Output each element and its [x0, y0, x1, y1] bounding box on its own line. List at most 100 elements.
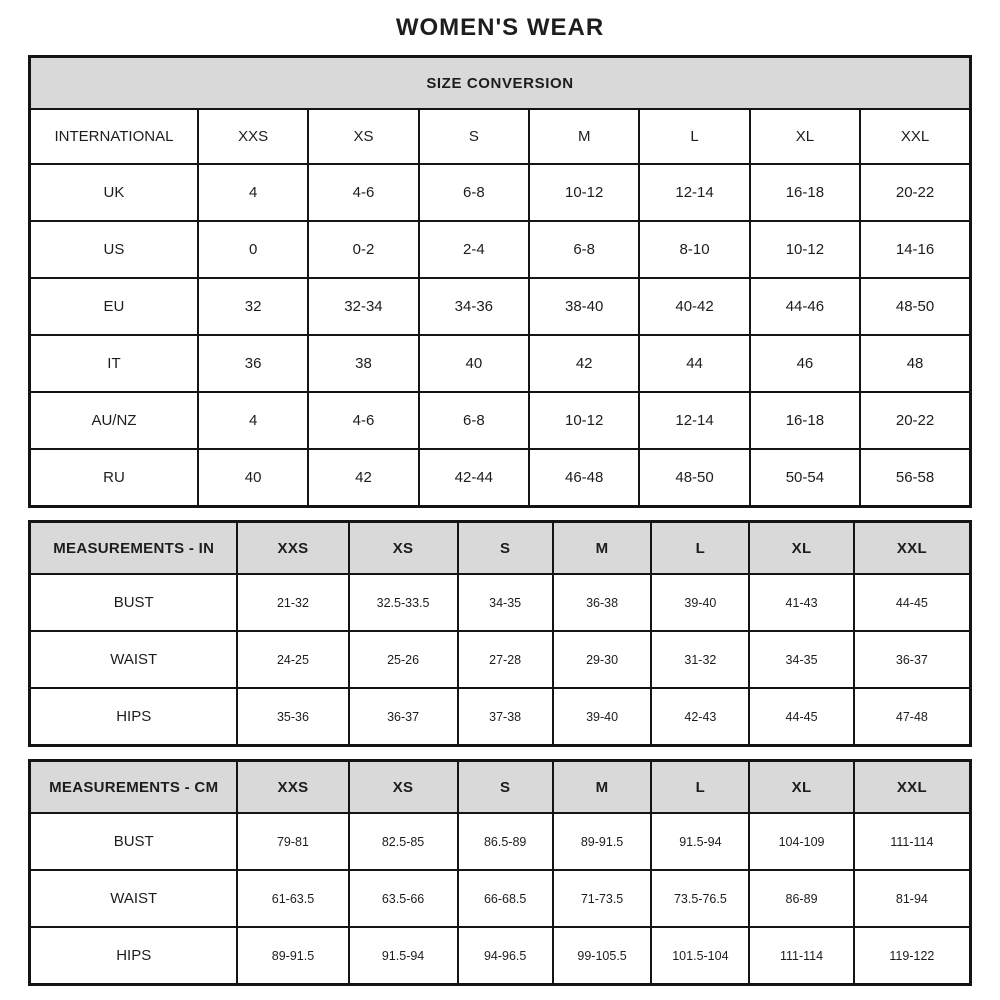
column-header-xxl: XXL: [852, 520, 972, 575]
column-header-xs: XS: [307, 108, 420, 165]
table-row: WAIST 61-63.5 63.5-66 66-68.5 71-73.5 73…: [28, 869, 972, 928]
size-value-cell: 4: [196, 163, 310, 222]
table-spacer: [28, 508, 972, 520]
measurement-value-cell: 94-96.5: [456, 926, 554, 986]
column-header-s: S: [417, 108, 531, 165]
column-header-row: MEASUREMENTS - IN XXS XS S M L XL XXL: [28, 520, 972, 575]
column-header-xxl: XXL: [859, 108, 972, 165]
size-value-cell: 12-14: [638, 163, 751, 222]
size-value-cell: 20-22: [859, 391, 972, 450]
measurement-value-cell: 101.5-104: [650, 926, 751, 986]
measurement-value-cell: 24-25: [236, 630, 350, 689]
size-value-cell: 2-4: [417, 220, 531, 279]
measurement-value-cell: 36-38: [551, 573, 653, 632]
measurement-value-cell: 86-89: [748, 869, 855, 928]
measurement-value-cell: 42-43: [650, 687, 751, 747]
column-header-xxs: XXS: [236, 759, 350, 814]
measurement-value-cell: 104-109: [748, 812, 855, 871]
size-value-cell: 32-34: [307, 277, 420, 336]
measurement-value-cell: 35-36: [236, 687, 350, 747]
table-row: BUST 79-81 82.5-85 86.5-89 89-91.5 91.5-…: [28, 812, 972, 871]
table-spacer: [28, 747, 972, 759]
measurement-value-cell: 89-91.5: [236, 926, 350, 986]
size-value-cell: 0: [196, 220, 310, 279]
table-row: AU/NZ 4 4-6 6-8 10-12 12-14 16-18 20-22: [28, 391, 972, 450]
column-header-s: S: [456, 520, 554, 575]
measurement-value-cell: 99-105.5: [551, 926, 653, 986]
size-value-cell: 32: [196, 277, 310, 336]
row-label-waist: WAIST: [28, 630, 239, 689]
size-value-cell: 44: [638, 334, 751, 393]
column-header-xl: XL: [748, 520, 855, 575]
measurement-value-cell: 39-40: [551, 687, 653, 747]
size-value-cell: 40: [417, 334, 531, 393]
size-value-cell: 6-8: [528, 220, 641, 279]
column-header-l: L: [638, 108, 751, 165]
size-value-cell: 48-50: [638, 448, 751, 508]
size-value-cell: 10-12: [528, 163, 641, 222]
measurement-value-cell: 39-40: [650, 573, 751, 632]
size-value-cell: 16-18: [748, 163, 862, 222]
measurement-value-cell: 25-26: [347, 630, 459, 689]
size-value-cell: 10-12: [748, 220, 862, 279]
measurements-cm-header: MEASUREMENTS - CM: [28, 759, 239, 814]
column-header-row: INTERNATIONAL XXS XS S M L XL XXL: [28, 108, 972, 165]
measurement-value-cell: 111-114: [748, 926, 855, 986]
size-value-cell: 16-18: [748, 391, 862, 450]
measurement-value-cell: 44-45: [852, 573, 972, 632]
page-title: WOMEN'S WEAR: [395, 14, 605, 41]
column-header-m: M: [551, 520, 653, 575]
column-header-xl: XL: [748, 108, 862, 165]
size-value-cell: 4: [196, 391, 310, 450]
size-value-cell: 8-10: [638, 220, 751, 279]
row-label-eu: EU: [28, 277, 199, 336]
row-label-uk: UK: [28, 163, 199, 222]
table-row: IT 36 38 40 42 44 46 48: [28, 334, 972, 393]
measurement-value-cell: 81-94: [852, 869, 972, 928]
size-value-cell: 12-14: [638, 391, 751, 450]
size-value-cell: 48-50: [859, 277, 972, 336]
row-label-bust: BUST: [28, 812, 239, 871]
measurement-value-cell: 86.5-89: [456, 812, 554, 871]
measurement-value-cell: 41-43: [748, 573, 855, 632]
measurement-value-cell: 31-32: [650, 630, 751, 689]
size-value-cell: 48: [859, 334, 972, 393]
column-header-xxs: XXS: [196, 108, 310, 165]
measurement-value-cell: 32.5-33.5: [347, 573, 459, 632]
size-value-cell: 34-36: [417, 277, 531, 336]
table-row: HIPS 35-36 36-37 37-38 39-40 42-43 44-45…: [28, 687, 972, 747]
measurement-value-cell: 27-28: [456, 630, 554, 689]
size-value-cell: 40: [196, 448, 310, 508]
measurement-value-cell: 91.5-94: [347, 926, 459, 986]
size-conversion-table: SIZE CONVERSION INTERNATIONAL XXS XS S M…: [28, 55, 972, 508]
table-title-row: SIZE CONVERSION: [28, 55, 972, 110]
measurement-value-cell: 71-73.5: [551, 869, 653, 928]
column-header-xxs: XXS: [236, 520, 350, 575]
table-row: HIPS 89-91.5 91.5-94 94-96.5 99-105.5 10…: [28, 926, 972, 986]
column-header-s: S: [456, 759, 554, 814]
row-label-waist: WAIST: [28, 869, 239, 928]
size-value-cell: 4-6: [307, 391, 420, 450]
column-header-xl: XL: [748, 759, 855, 814]
size-value-cell: 6-8: [417, 163, 531, 222]
measurement-value-cell: 29-30: [551, 630, 653, 689]
size-value-cell: 46-48: [528, 448, 641, 508]
size-value-cell: 40-42: [638, 277, 751, 336]
size-value-cell: 42: [307, 448, 420, 508]
measurement-value-cell: 73.5-76.5: [650, 869, 751, 928]
size-value-cell: 20-22: [859, 163, 972, 222]
row-label-it: IT: [28, 334, 199, 393]
table-row: BUST 21-32 32.5-33.5 34-35 36-38 39-40 4…: [28, 573, 972, 632]
table-row: EU 32 32-34 34-36 38-40 40-42 44-46 48-5…: [28, 277, 972, 336]
size-value-cell: 10-12: [528, 391, 641, 450]
size-value-cell: 42-44: [417, 448, 531, 508]
size-value-cell: 36: [196, 334, 310, 393]
measurement-value-cell: 34-35: [456, 573, 554, 632]
row-label-ru: RU: [28, 448, 199, 508]
size-value-cell: 38-40: [528, 277, 641, 336]
measurements-in-table: MEASUREMENTS - IN XXS XS S M L XL XXL BU…: [28, 520, 972, 747]
size-value-cell: 46: [748, 334, 862, 393]
row-label-aunz: AU/NZ: [28, 391, 199, 450]
size-value-cell: 6-8: [417, 391, 531, 450]
